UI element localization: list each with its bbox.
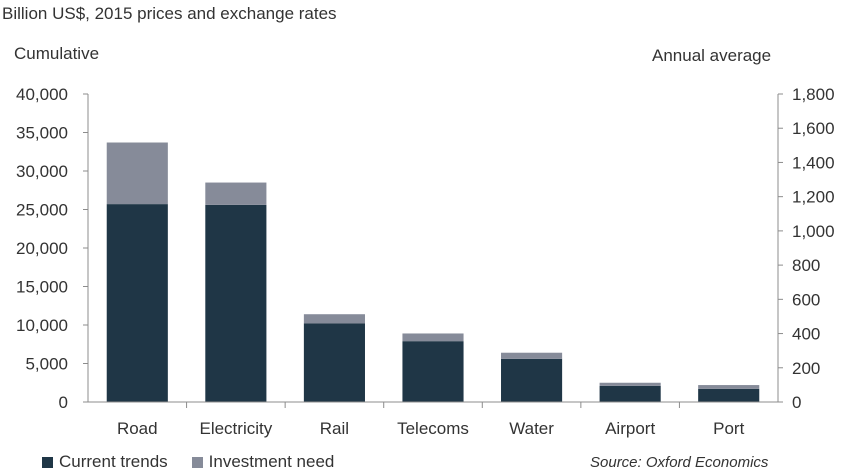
bar-current-trends [106,204,168,402]
right-tick-label: 1,800 [792,85,835,104]
right-tick-label: 600 [792,290,820,309]
left-tick-label: 40,000 [16,85,68,104]
category-labels: Road Electricity Rail Telecoms Water Airport P… [117,419,745,438]
left-tick-label: 10,000 [16,316,68,335]
legend-swatch-current-trends [42,456,53,468]
legend-swatch-investment-need [191,456,203,468]
bar-investment-need [402,333,464,342]
category-label: Telecoms [397,419,469,438]
bar-investment-need [599,382,661,386]
legend-label-current-trends: Current trends [59,452,168,471]
category-label: Airport [605,419,655,438]
bar-current-trends [599,385,661,402]
category-label: Rail [320,419,349,438]
left-tick-label: 5,000 [25,355,68,374]
bar-investment-need [205,182,267,205]
right-tick-label: 1,600 [792,119,835,138]
left-tick-label: 35,000 [16,124,68,143]
left-tick-label: 30,000 [16,162,68,181]
right-tick-label: 1,000 [792,222,835,241]
legend-label-investment-need: Investment need [208,452,335,471]
legend-item-investment-need: Investment need [191,452,335,472]
right-tick-label: 1,400 [792,153,835,172]
left-tick-label: 0 [59,393,68,412]
right-tick-label: 200 [792,359,820,378]
bar-investment-need [303,314,365,324]
category-label: Electricity [199,419,272,438]
right-tick-label: 0 [792,393,801,412]
category-label: Port [713,419,744,438]
right-tick-label: 1,200 [792,188,835,207]
left-axis-ticks: 0 5,000 10,000 15,000 20,000 25,000 30,000 35,0… [16,85,88,412]
legend: Current trends Investment need [42,452,358,472]
left-tick-label: 20,000 [16,239,68,258]
bar-current-trends [205,204,267,402]
right-tick-label: 800 [792,256,820,275]
bar-investment-need [106,142,168,205]
left-tick-label: 25,000 [16,201,68,220]
right-axis-ticks: 0 200 400 600 800 1,000 1,200 1,400 1,600 1,800 [778,85,835,412]
right-axis-title: Annual average [652,46,772,65]
source-note: Source: Oxford Economics [590,454,769,471]
right-tick-label: 400 [792,325,820,344]
bar-investment-need [501,352,563,359]
bar-current-trends [698,388,760,402]
category-label: Water [509,419,554,438]
bar-current-trends [501,358,563,402]
bar-current-trends [402,341,464,402]
bars-group [106,142,760,402]
chart-subtitle: Billion US$, 2015 prices and exchange ra… [2,4,337,23]
legend-item-current-trends: Current trends [42,452,168,472]
bar-investment-need [698,385,760,389]
bar-current-trends [303,323,365,402]
left-axis-title: Cumulative [14,44,100,63]
left-tick-label: 15,000 [16,278,68,297]
category-label: Road [117,419,158,438]
